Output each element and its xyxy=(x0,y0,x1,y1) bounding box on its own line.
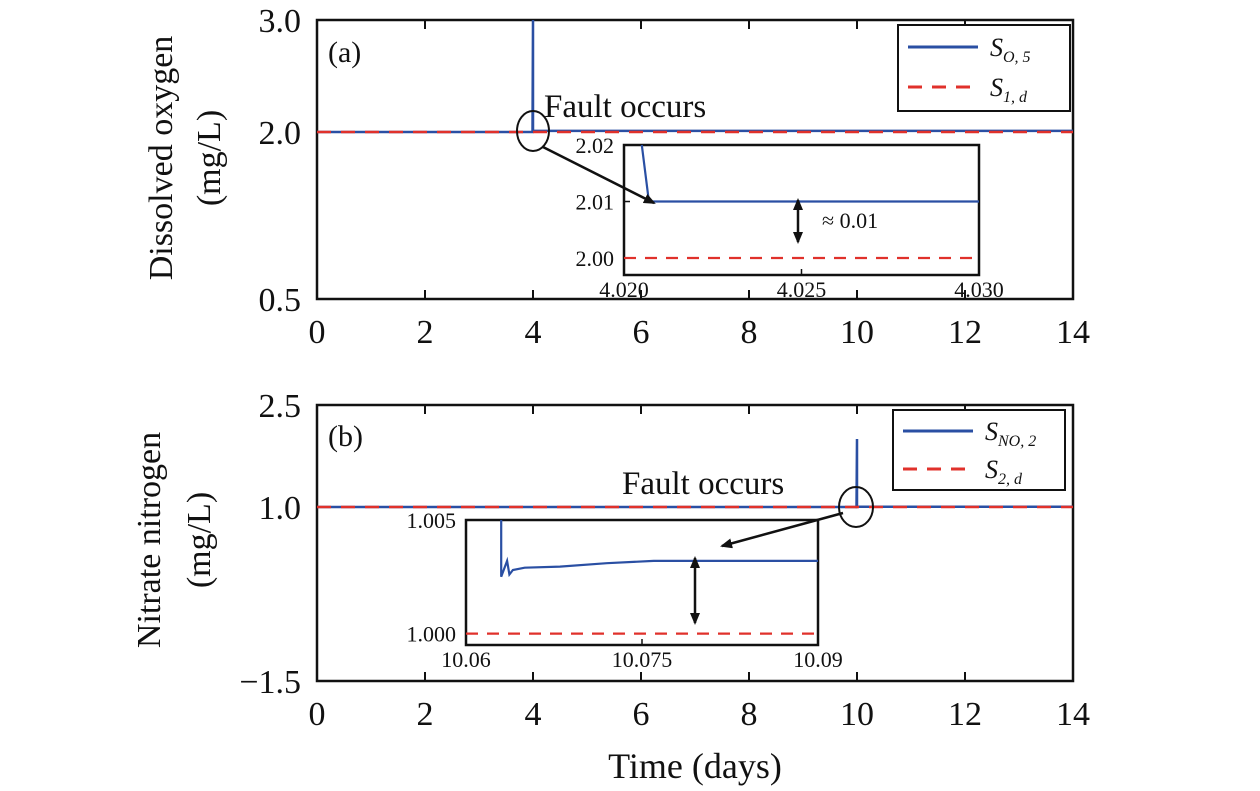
svg-text:SO, 5: SO, 5 xyxy=(990,33,1031,66)
panel-a-x-tick-label: 4 xyxy=(525,314,542,351)
legend-entry-s2d-sub: 2, d xyxy=(998,471,1023,488)
legend-entry-so5-sub: O, 5 xyxy=(1003,49,1031,66)
panel-a-plot-area: 0 2 4 6 8 10 12 14 0.5 2.0 3.0 xyxy=(259,3,1091,351)
panel-a-y-tick-label: 0.5 xyxy=(259,282,302,319)
svg-text:S2, d: S2, d xyxy=(985,455,1023,488)
panel-b-x-tick-label: 12 xyxy=(948,696,982,733)
panel-b: Nitrate nitrogen (mg/L) (b) SNO, 2 S2, d… xyxy=(131,409,1066,786)
panel-a-axes-frame xyxy=(315,18,1075,301)
panel-b-x-tick-label: 6 xyxy=(633,696,650,733)
panel-a-fault-ellipse xyxy=(516,110,550,152)
panel-a-inset-frame xyxy=(622,143,981,277)
panel-a-x-tick-label: 0 xyxy=(309,314,326,351)
panel-a-x-tick-label: 8 xyxy=(741,314,758,351)
panel-a-fault-annotation: Fault occurs xyxy=(544,89,706,125)
panel-b-x-tick-label: 4 xyxy=(525,696,542,733)
panel-b-inset-x-tick-label: 10.075 xyxy=(612,647,673,672)
panel-a-y-tick-label: 2.0 xyxy=(259,115,302,152)
panel-a-x-tick-label: 12 xyxy=(948,314,982,351)
panel-a-y-tick-label: 3.0 xyxy=(259,3,302,40)
panel-a-x-tick-label: 14 xyxy=(1056,314,1090,351)
panel-b-fault-arrow xyxy=(720,511,844,549)
panel-a-x-tick-label: 6 xyxy=(633,314,650,351)
legend-entry-s1d-name: S xyxy=(990,73,1003,102)
panel-b-inset: 10.06 10.075 10.09 1.000 1.005 xyxy=(407,508,843,672)
panel-a-x-tick-label: 2 xyxy=(417,314,434,351)
x-axis-label: Time (days) xyxy=(608,746,782,786)
legend-entry-sno2-name: S xyxy=(985,417,998,446)
panel-b-x-tick-label: 10 xyxy=(840,696,874,733)
legend-entry-sno2-sub: NO, 2 xyxy=(997,433,1036,450)
panel-a-inset-y-tick-label: 2.01 xyxy=(576,190,615,215)
panel-b-x-tick-label: 14 xyxy=(1056,696,1090,733)
legend-entry-so5-name: S xyxy=(990,33,1003,62)
panel-b-inset-x-tick-label: 10.09 xyxy=(793,647,843,672)
panel-b-axes-frame xyxy=(315,403,1075,683)
chart-marks: 0 2 4 6 8 10 12 14 0.5 2.0 3.0 4.020 4.025 4.030 2.00 2… xyxy=(239,3,1090,733)
panel-a-legend: SO, 5 S1, d xyxy=(897,24,1071,112)
panel-a-inset-y-tick-label: 2.02 xyxy=(576,133,615,158)
panel-a: Dissolved oxygen (mg/L) (a) SO, 5 S1, d … xyxy=(143,24,1071,281)
panel-b-inset-y-tick-label: 1.000 xyxy=(407,622,457,647)
panel-b-inset-frame xyxy=(464,518,820,647)
panel-b-x-tick-label: 0 xyxy=(309,696,326,733)
panel-a-inset-x-tick-label: 4.030 xyxy=(954,277,1004,302)
panel-b-x-tick-label: 2 xyxy=(417,696,434,733)
panel-b-ylabel-line2: (mg/L) xyxy=(181,492,218,588)
panel-b-x-tick-label: 8 xyxy=(741,696,758,733)
panel-a-fault-arrow xyxy=(542,145,656,205)
panel-b-legend: SNO, 2 S2, d xyxy=(892,409,1066,491)
panel-b-inset-y-tick-label: 1.005 xyxy=(407,508,457,533)
panel-b-fault-ellipse xyxy=(838,486,874,528)
panel-b-y-tick-label: 2.5 xyxy=(259,388,302,425)
panel-b-label: (b) xyxy=(328,420,363,453)
panel-b-inset-x-tick-label: 10.06 xyxy=(441,647,491,672)
panel-a-inset-y-tick-label: 2.00 xyxy=(576,246,615,271)
panel-b-y-tick-label: 1.0 xyxy=(259,490,302,527)
svg-text:S1, d: S1, d xyxy=(990,73,1028,106)
panel-a-ylabel-line1: Dissolved oxygen xyxy=(143,36,180,281)
legend-entry-s1d-sub: 1, d xyxy=(1003,89,1028,106)
panel-a-ylabel-line2: (mg/L) xyxy=(191,110,228,206)
inset-a-gap-note: ≈ 0.01 xyxy=(822,208,878,233)
panel-a-label: (a) xyxy=(328,36,361,69)
panel-a-inset: 4.020 4.025 4.030 2.00 2.01 2.02 xyxy=(576,133,1004,302)
legend-entry-s2d-name: S xyxy=(985,455,998,484)
panel-b-inset-series-line-0 xyxy=(500,520,818,578)
svg-text:SNO, 2: SNO, 2 xyxy=(985,417,1036,450)
panel-b-y-tick-label: −1.5 xyxy=(239,664,301,701)
panel-a-inset-x-tick-label: 4.020 xyxy=(599,277,649,302)
panel-b-plot-area: 0 2 4 6 8 10 12 14 −1.5 1.0 2.5 xyxy=(239,388,1090,733)
panel-a-inset-x-tick-label: 4.025 xyxy=(777,277,827,302)
panel-b-fault-annotation: Fault occurs xyxy=(622,466,784,502)
panel-a-x-tick-label: 10 xyxy=(840,314,874,351)
panel-b-ylabel-line1: Nitrate nitrogen xyxy=(131,432,168,648)
